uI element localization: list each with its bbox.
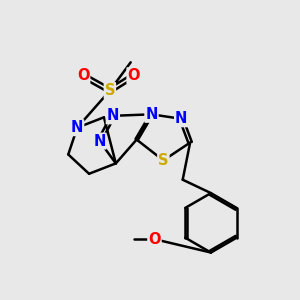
- Text: O: O: [148, 232, 161, 247]
- Text: N: N: [145, 107, 158, 122]
- Text: S: S: [105, 83, 115, 98]
- Text: S: S: [158, 153, 169, 168]
- Text: N: N: [71, 120, 83, 135]
- Text: N: N: [175, 111, 188, 126]
- Text: N: N: [93, 134, 106, 148]
- Text: O: O: [77, 68, 89, 83]
- Text: O: O: [128, 68, 140, 83]
- Text: N: N: [107, 108, 119, 123]
